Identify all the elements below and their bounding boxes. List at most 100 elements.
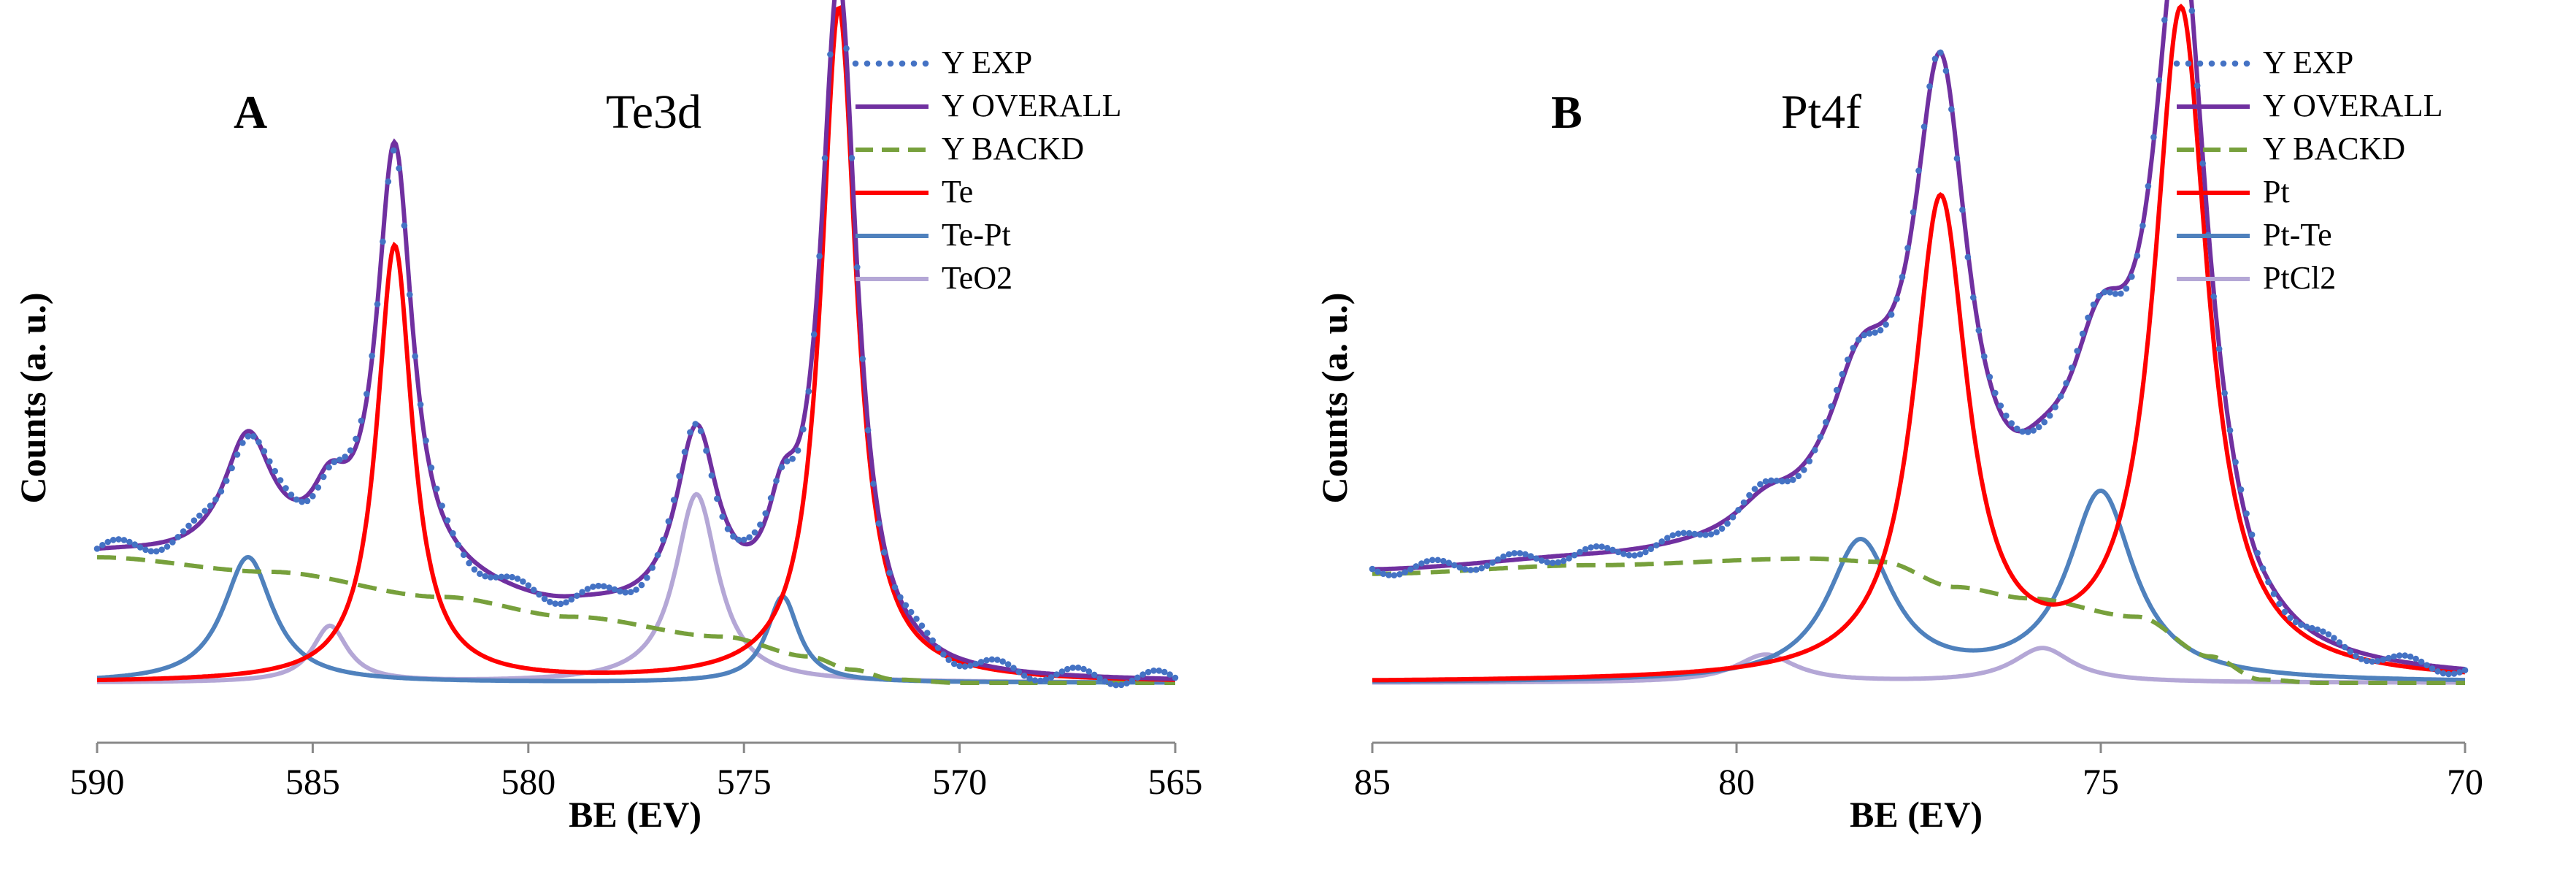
experimental-point bbox=[320, 473, 327, 481]
experimental-point bbox=[708, 472, 715, 479]
experimental-point bbox=[234, 451, 241, 458]
experimental-point bbox=[407, 291, 413, 298]
x-axis-title: BE (EV) bbox=[1850, 794, 1983, 835]
legend-entry: Te bbox=[856, 174, 973, 210]
experimental-point bbox=[1042, 676, 1050, 683]
experimental-point bbox=[477, 570, 483, 577]
experimental-point bbox=[2145, 183, 2152, 190]
experimental-point bbox=[288, 492, 295, 498]
experimental-point bbox=[1004, 661, 1012, 668]
experimental-point bbox=[1577, 548, 1583, 556]
experimental-point bbox=[2035, 424, 2042, 431]
experimental-point bbox=[2232, 459, 2239, 466]
experimental-point bbox=[196, 512, 203, 519]
experimental-point bbox=[1440, 557, 1447, 565]
legend-entry: Te-Pt bbox=[856, 217, 1011, 253]
experimental-point bbox=[471, 566, 478, 573]
series-blue-component-line bbox=[1372, 488, 2465, 684]
legend-label: PtCl2 bbox=[2263, 260, 2336, 296]
experimental-point bbox=[2134, 252, 2141, 259]
experimental-point bbox=[439, 502, 445, 509]
experimental-point bbox=[1161, 668, 1168, 676]
experimental-point bbox=[552, 600, 558, 607]
experimental-point bbox=[1166, 671, 1173, 678]
experimental-point bbox=[1445, 559, 1453, 566]
experimental-point bbox=[913, 616, 920, 622]
experimental-point bbox=[1685, 529, 1693, 537]
experimental-point bbox=[304, 497, 311, 505]
experimental-point bbox=[584, 586, 591, 592]
series-experimental-points bbox=[1369, 7, 2469, 678]
x-tick-label: 575 bbox=[717, 761, 772, 802]
experimental-point bbox=[2101, 288, 2108, 296]
experimental-point bbox=[1828, 403, 1834, 410]
experimental-point bbox=[2041, 418, 2048, 426]
experimental-point bbox=[1412, 563, 1420, 570]
experimental-point bbox=[2342, 643, 2348, 651]
experimental-point bbox=[563, 599, 569, 605]
experimental-point bbox=[255, 439, 262, 446]
experimental-point bbox=[1172, 674, 1179, 681]
experimental-point bbox=[1402, 569, 1409, 575]
experimental-point bbox=[2188, 7, 2196, 14]
experimental-point bbox=[864, 427, 872, 434]
experimental-point bbox=[1648, 546, 1654, 552]
experimental-point bbox=[568, 596, 575, 603]
experimental-point bbox=[1970, 294, 1977, 301]
experimental-point bbox=[2402, 652, 2408, 659]
experimental-point bbox=[1883, 321, 1889, 328]
experimental-point bbox=[2068, 364, 2075, 371]
experimental-point bbox=[929, 637, 936, 644]
legend-entry: Y OVERALL bbox=[2177, 88, 2442, 123]
y-axis-title: Counts (a. u.) bbox=[1314, 293, 1355, 504]
experimental-point bbox=[1374, 568, 1381, 575]
panel-letter: B bbox=[1551, 86, 1583, 138]
experimental-point bbox=[1407, 566, 1414, 573]
experimental-point bbox=[789, 455, 796, 462]
experimental-point bbox=[2385, 654, 2392, 662]
experimental-point bbox=[185, 522, 192, 529]
experimental-point bbox=[2210, 293, 2217, 300]
experimental-point bbox=[767, 494, 774, 502]
experimental-point bbox=[1566, 555, 1572, 562]
experimental-point bbox=[126, 538, 133, 546]
experimental-point bbox=[1069, 665, 1076, 671]
experimental-point bbox=[983, 657, 990, 664]
experimental-point bbox=[2090, 301, 2097, 308]
experimental-point bbox=[2139, 222, 2146, 229]
experimental-point bbox=[1959, 207, 1966, 213]
experimental-point bbox=[784, 458, 791, 464]
experimental-point bbox=[223, 478, 230, 484]
experimental-point bbox=[2456, 669, 2463, 676]
experimental-point bbox=[525, 582, 532, 589]
experimental-point bbox=[1599, 543, 1605, 550]
experimental-point bbox=[1806, 458, 1813, 464]
experimental-point bbox=[950, 660, 958, 668]
experimental-point bbox=[1702, 532, 1709, 538]
series-overall-line bbox=[1372, 0, 2466, 672]
experimental-point bbox=[1921, 123, 1928, 130]
experimental-point bbox=[1795, 473, 1802, 480]
experimental-point bbox=[2325, 631, 2332, 638]
experimental-point bbox=[687, 429, 693, 436]
experimental-point bbox=[810, 331, 818, 338]
experimental-point bbox=[218, 488, 225, 495]
experimental-point bbox=[2287, 614, 2294, 622]
experimental-point bbox=[2118, 290, 2124, 297]
panel-a-chart: 590 585 580 575 570 565 BE (EV) Counts (a. u.) A… bbox=[12, 0, 1203, 835]
experimental-point bbox=[299, 498, 305, 505]
experimental-point bbox=[891, 584, 899, 591]
experimental-point bbox=[212, 496, 219, 503]
experimental-point bbox=[2434, 668, 2441, 675]
experimental-point bbox=[660, 536, 666, 543]
experimental-point bbox=[2156, 77, 2163, 84]
experimental-point bbox=[520, 578, 526, 585]
experimental-point bbox=[1500, 553, 1507, 560]
experimental-point bbox=[1085, 668, 1093, 675]
experimental-point bbox=[1888, 311, 1895, 318]
experimental-point bbox=[902, 602, 910, 608]
experimental-point bbox=[627, 589, 634, 595]
experimental-point bbox=[423, 437, 429, 444]
experimental-point bbox=[2248, 531, 2256, 538]
experimental-point bbox=[2303, 623, 2310, 630]
